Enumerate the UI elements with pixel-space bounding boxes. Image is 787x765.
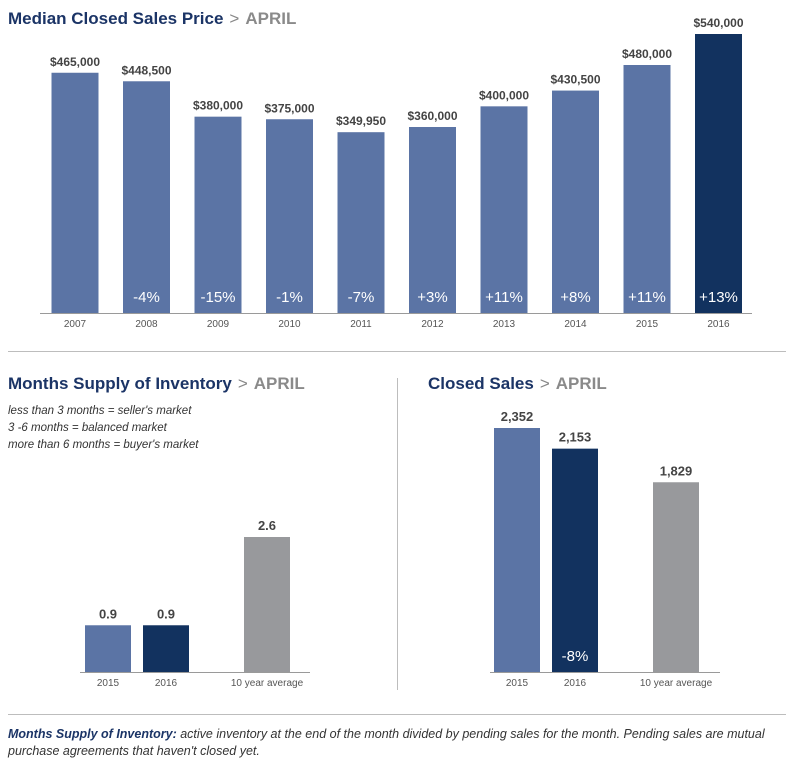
price-bar — [337, 132, 385, 313]
price-value-label: $360,000 — [407, 109, 457, 123]
price-chart-title-text: Median Closed Sales Price — [8, 9, 224, 28]
price-tick-label: 2016 — [707, 319, 730, 330]
price-value-label: $400,000 — [479, 88, 529, 102]
sales-value-label: 1,829 — [660, 463, 693, 478]
price-value-label: $465,000 — [50, 55, 100, 69]
supply-bar — [85, 625, 131, 672]
supply-bar — [143, 625, 189, 672]
price-bar — [51, 72, 99, 313]
sales-chart-title: Closed Sales > APRIL — [428, 374, 607, 394]
supply-chart-title: Months Supply of Inventory > APRIL — [8, 374, 305, 394]
supply-legend-line: 3 -6 months = balanced market — [8, 422, 167, 434]
supply-value-label: 0.9 — [99, 606, 117, 621]
price-value-label: $349,950 — [336, 114, 386, 128]
supply-legend-line: less than 3 months = seller's market — [8, 405, 192, 417]
price-value-label: $375,000 — [264, 101, 314, 115]
price-tick-label: 2009 — [207, 319, 230, 330]
price-bar — [480, 106, 528, 313]
price-value-label: $430,500 — [550, 73, 600, 87]
section-divider — [8, 351, 786, 352]
price-chart-subtitle: APRIL — [245, 9, 297, 28]
price-change-label: +11% — [485, 289, 523, 306]
sales-value-label: 2,153 — [559, 430, 592, 445]
price-tick-label: 2007 — [64, 319, 87, 330]
title-separator: > — [539, 374, 550, 393]
footnote: Months Supply of Inventory: active inven… — [8, 726, 778, 760]
price-tick-label: 2010 — [278, 319, 301, 330]
sales-bar — [494, 428, 540, 672]
supply-legend-line: more than 6 months = buyer's market — [8, 439, 199, 451]
sales-value-label: 2,352 — [501, 409, 534, 424]
title-separator: > — [229, 9, 240, 28]
price-bar — [194, 116, 242, 314]
price-tick-label: 2013 — [493, 319, 516, 330]
price-change-label: +3% — [417, 289, 447, 306]
supply-tick-label: 2016 — [155, 678, 178, 689]
supply-chart-subtitle: APRIL — [253, 374, 305, 393]
price-bar — [409, 127, 456, 313]
supply-legend: less than 3 months = seller's market 3 -… — [8, 403, 198, 454]
price-bar — [623, 65, 671, 313]
price-bar — [266, 119, 313, 313]
sales-tick-label: 2015 — [506, 678, 529, 689]
price-bar — [123, 81, 170, 314]
sales-tick-label: 10 year average — [640, 678, 713, 689]
footnote-text: active inventory at the end of the month… — [8, 727, 765, 758]
price-change-label: -4% — [133, 289, 160, 306]
supply-value-label: 2.6 — [258, 518, 276, 533]
supply-bar — [244, 537, 290, 672]
price-tick-label: 2008 — [135, 319, 158, 330]
price-tick-label: 2011 — [350, 319, 372, 330]
price-tick-label: 2015 — [636, 319, 659, 330]
price-value-label: $480,000 — [622, 47, 672, 61]
price-change-label: +13% — [699, 289, 738, 306]
price-value-label: $380,000 — [193, 99, 243, 113]
supply-chart-title-text: Months Supply of Inventory — [8, 374, 232, 393]
price-tick-label: 2012 — [421, 319, 444, 330]
title-separator: > — [237, 374, 248, 393]
supply-value-label: 0.9 — [157, 606, 175, 621]
sales-chart-title-text: Closed Sales — [428, 374, 534, 393]
sales-tick-label: 2016 — [564, 678, 587, 689]
price-chart-title: Median Closed Sales Price > APRIL — [8, 9, 296, 29]
sales-chart-subtitle: APRIL — [555, 374, 607, 393]
sales-bar — [653, 482, 699, 672]
sales-bar — [552, 448, 598, 672]
price-change-label: -1% — [276, 289, 303, 306]
footnote-term: Months Supply of Inventory: — [8, 727, 177, 741]
sales-change-label: -8% — [562, 648, 589, 665]
price-change-label: +11% — [628, 289, 666, 306]
column-divider — [397, 378, 398, 690]
price-bar — [552, 90, 599, 313]
price-change-label: +8% — [560, 289, 590, 306]
footnote-divider — [8, 714, 786, 715]
price-change-label: -15% — [200, 289, 235, 306]
price-tick-label: 2014 — [564, 319, 587, 330]
price-change-label: -7% — [348, 289, 375, 306]
supply-tick-label: 10 year average — [231, 678, 304, 689]
supply-tick-label: 2015 — [97, 678, 120, 689]
price-bar — [695, 34, 742, 313]
price-value-label: $448,500 — [121, 63, 171, 77]
price-value-label: $540,000 — [693, 16, 743, 30]
